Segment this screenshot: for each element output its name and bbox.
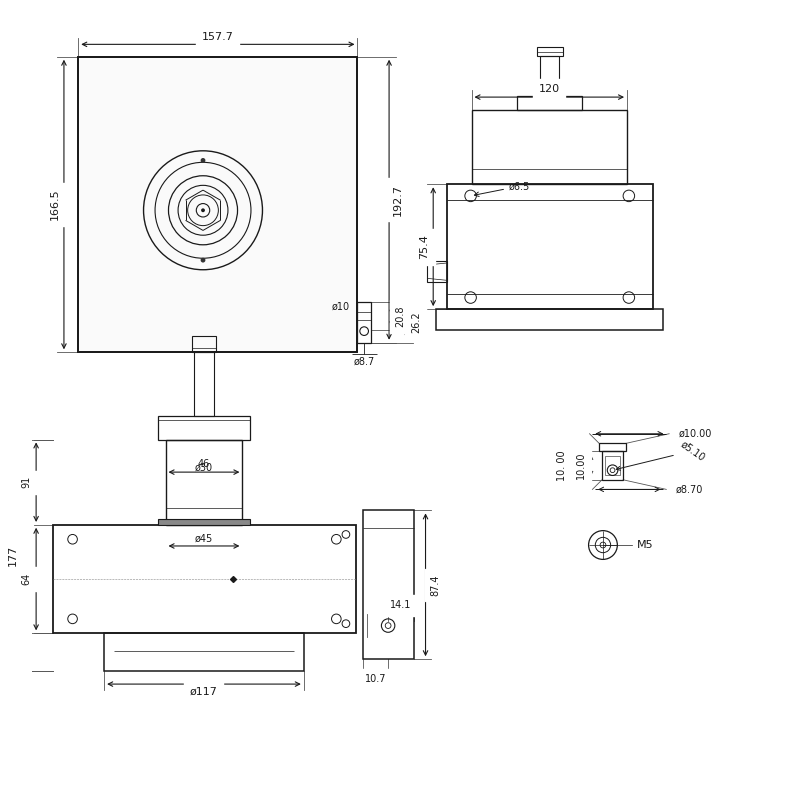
Bar (78, 57, 357, 352)
Bar (191, 336, 216, 352)
Bar (472, 109, 627, 184)
Text: ø117: ø117 (190, 687, 218, 697)
Text: 22: 22 (0, 646, 1, 659)
Bar (78, 57, 357, 352)
Text: 166.5: 166.5 (51, 188, 60, 220)
Text: 157.7: 157.7 (202, 32, 234, 42)
Text: 10.7: 10.7 (365, 674, 386, 684)
Bar (166, 439, 243, 525)
Text: 10.00: 10.00 (576, 451, 586, 479)
Text: 87.4: 87.4 (430, 574, 440, 595)
Text: 10. 00: 10. 00 (557, 450, 566, 481)
Text: 64: 64 (21, 573, 32, 585)
Text: 46: 46 (198, 460, 210, 469)
Bar (104, 633, 303, 671)
Text: 20.8: 20.8 (396, 306, 405, 327)
Bar (427, 261, 446, 282)
Bar (436, 309, 664, 330)
Text: 14.1: 14.1 (390, 600, 412, 611)
Bar (536, 47, 562, 56)
Bar (517, 96, 582, 109)
Text: 120: 120 (539, 84, 560, 95)
Text: M5: M5 (637, 540, 653, 550)
Bar (363, 510, 414, 659)
Bar (158, 417, 250, 439)
Text: 26.2: 26.2 (411, 311, 421, 333)
Text: ø45: ø45 (195, 533, 213, 544)
Circle shape (201, 209, 205, 212)
Text: 75.4: 75.4 (419, 235, 430, 259)
Text: ø8.7: ø8.7 (353, 357, 374, 366)
Bar (357, 303, 371, 343)
Bar (605, 455, 620, 475)
Text: ø30: ø30 (195, 462, 213, 472)
Text: 192.7: 192.7 (393, 184, 403, 216)
Text: ø6.5: ø6.5 (475, 181, 530, 197)
Text: ø8.70: ø8.70 (676, 485, 703, 494)
Circle shape (201, 258, 205, 263)
Text: 177: 177 (8, 544, 18, 565)
Bar (54, 525, 356, 633)
Text: ø10.00: ø10.00 (679, 429, 712, 438)
Bar (599, 443, 626, 451)
Bar (602, 451, 623, 480)
Text: 91: 91 (21, 476, 32, 489)
Text: ø10: ø10 (332, 302, 350, 312)
Bar (194, 352, 213, 417)
Text: ø5.10: ø5.10 (616, 438, 707, 470)
Circle shape (201, 158, 205, 163)
Bar (158, 519, 250, 525)
Bar (540, 56, 559, 96)
Bar (446, 184, 653, 309)
